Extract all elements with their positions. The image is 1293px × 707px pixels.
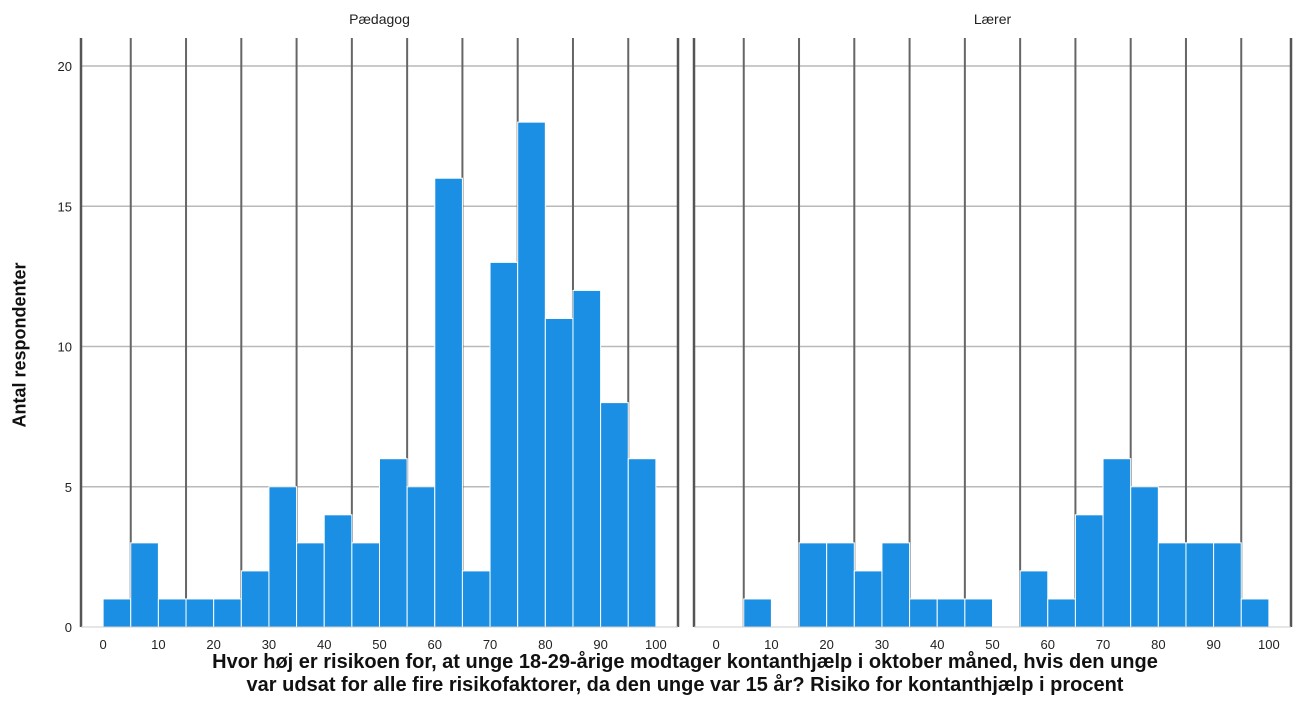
histogram-bar [1019,570,1049,628]
histogram-bar [296,542,325,628]
x-tick-label: 20 [819,637,833,652]
x-tick-label: 10 [764,637,778,652]
histogram-bar [936,598,966,628]
histogram-bar [406,486,436,628]
histogram-bar [627,458,657,628]
histogram-bar [213,598,242,628]
histogram-bar [1047,598,1076,628]
x-tick-label: 40 [930,637,944,652]
histogram-bar [798,542,828,628]
histogram-bar [157,598,187,628]
histogram-bar [434,177,463,628]
histogram-bar [826,542,855,628]
histogram-bar [1102,458,1132,628]
histogram-bar [572,289,602,628]
x-tick-label: 100 [645,637,667,652]
histogram-bar [743,598,772,628]
x-tick-label: 90 [1206,637,1220,652]
x-tick-label: 70 [1096,637,1110,652]
histogram-bar [323,514,353,628]
histogram-bar [185,598,215,628]
histogram-bar [240,570,270,628]
y-tick-label: 15 [58,199,72,214]
histogram-bar [517,121,546,628]
histogram-bar [1240,598,1270,628]
histogram-bar [1213,542,1242,628]
histogram-bar [1074,514,1104,628]
x-tick-label: 10 [151,637,165,652]
histogram-bar [964,598,993,628]
y-tick-label: 0 [65,620,72,635]
histogram-bar [881,542,911,628]
x-tick-label: 60 [428,637,442,652]
histogram-bar [544,317,574,628]
x-tick-label: 100 [1258,637,1280,652]
histogram-bar [102,598,132,628]
y-tick-label: 10 [58,340,72,355]
x-axis-title-line-1: Hvor høj er risikoen for, at unge 18-29-… [212,651,1158,673]
histogram-bar [1185,542,1215,628]
x-tick-label: 70 [483,637,497,652]
histogram-bar [130,542,159,628]
x-tick-label: 80 [1151,637,1165,652]
x-tick-label: 30 [262,637,276,652]
x-tick-label: 90 [593,637,607,652]
histogram-bar [600,402,629,628]
x-tick-label: 50 [985,637,999,652]
x-tick-label: 0 [712,637,719,652]
x-tick-label: 20 [206,637,220,652]
x-tick-label: 30 [875,637,889,652]
x-tick-label: 60 [1041,637,1055,652]
x-tick-label: 50 [372,637,386,652]
histogram-bar [379,458,408,628]
histogram-bar [489,261,519,628]
panel-title-1: Lærer [974,11,1012,27]
x-tick-label: 40 [317,637,331,652]
histogram-bar [909,598,938,628]
y-axis-title-text: Antal respondenter [9,262,30,428]
y-axis-title: Antal respondenter [8,0,32,702]
y-tick-label: 5 [65,480,72,495]
x-tick-label: 80 [538,637,552,652]
x-axis-title-line-2: var udsat for alle fire risikofaktorer, … [246,674,1124,696]
panel-title-0: Pædagog [349,11,410,27]
x-axis-title: Hvor høj er risikoen for, at unge 18-29-… [80,651,1290,697]
histogram-bar [268,486,298,628]
histogram-bar [1130,486,1159,628]
y-tick-label: 20 [58,59,72,74]
histogram-bar [1157,542,1187,628]
histogram-bar [351,542,381,628]
x-tick-label: 0 [99,637,106,652]
histogram-bar [461,570,491,628]
histogram-bar [853,570,883,628]
